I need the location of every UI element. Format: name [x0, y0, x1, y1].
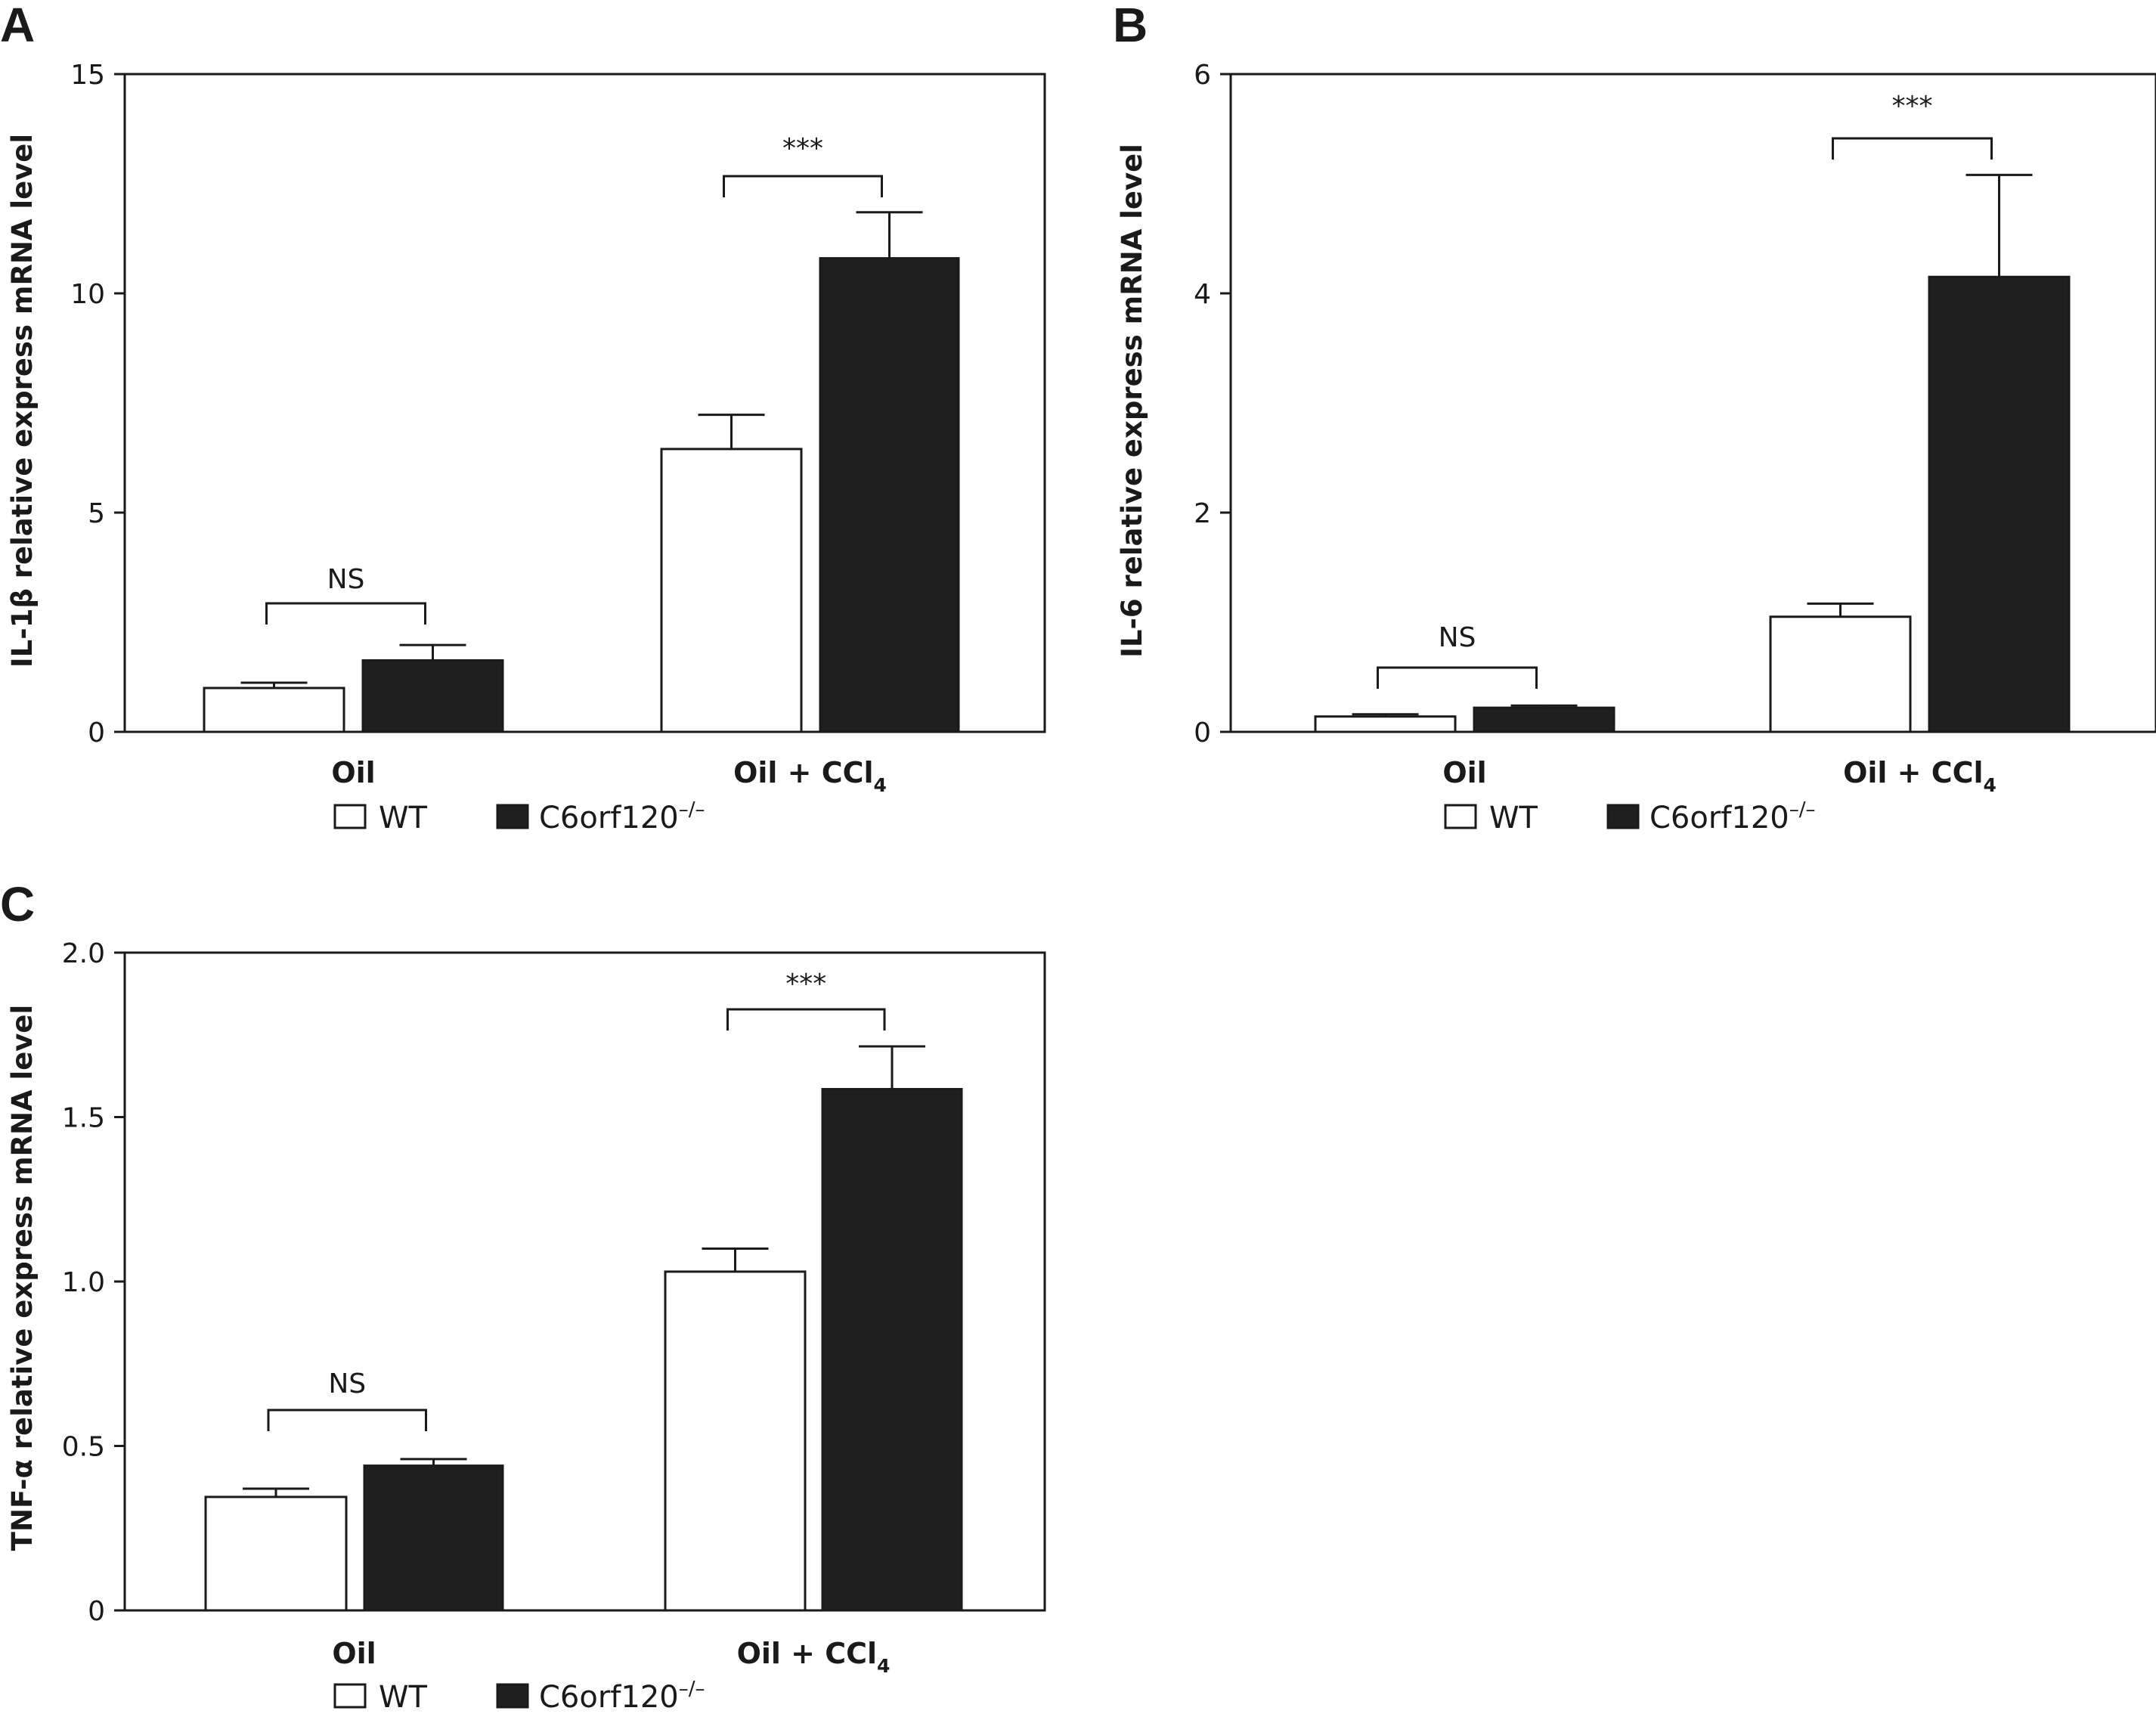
panel-c-bar-ko-oil-ccl4	[821, 1088, 963, 1612]
panel-c-significance-label: ***	[785, 969, 826, 1000]
panel-c-legend-swatch-ko	[496, 1683, 529, 1709]
panel-b-bar-ko-oil	[1473, 706, 1615, 733]
panel-a-bar-ko-oil	[361, 659, 504, 733]
panel-b-significance-bracket	[1832, 137, 1993, 160]
panel-b-category-label: Oil + CCl4	[1843, 756, 1996, 796]
panel-a-bar-ko-oil-ccl4	[819, 257, 960, 733]
panel-c-category-label: Oil + CCl4	[737, 1637, 891, 1677]
panel-b-significance-bracket	[1377, 666, 1538, 689]
panel-a-bar-wt-oil	[203, 686, 345, 733]
panel-a-legend-label-wt: WT	[379, 801, 428, 835]
panel-b-legend-swatch-wt	[1444, 804, 1477, 829]
panel-a-y-tick-label: 5	[88, 498, 105, 529]
panel-b-legend-swatch-ko	[1606, 804, 1640, 829]
panel-b-legend-label-ko: C6orf120–/–	[1650, 798, 1816, 835]
panel-b-significance-label: NS	[1439, 622, 1476, 653]
panel-c-letter: C	[0, 877, 35, 931]
panel-c-legend-swatch-wt	[333, 1683, 367, 1709]
panel-c-bar-wt-oil	[204, 1495, 348, 1612]
panel-a-letter: A	[0, 0, 35, 52]
panel-c-legend-label-ko: C6orf120–/–	[539, 1678, 705, 1715]
panel-a-significance-label: NS	[327, 564, 365, 595]
panel-a-significance-bracket	[723, 175, 883, 197]
panel-c-y-axis-title: TNF-α relative express mRNA level	[6, 1005, 39, 1551]
panel-a-y-tick-label: 0	[88, 717, 105, 748]
panel-b-letter: B	[1113, 0, 1148, 52]
panel-b-y-tick-label: 0	[1194, 717, 1211, 748]
panel-b-y-tick-label: 4	[1194, 279, 1211, 310]
panel-c-bar-ko-oil	[363, 1464, 504, 1612]
panel-b-bar-wt-oil-ccl4	[1769, 615, 1912, 733]
panel-a: A IL-1β relative express mRNA level 0 5 10…	[0, 0, 1046, 835]
panel-b-bar-ko-oil-ccl4	[1928, 275, 2071, 733]
panel-c-y-tick-label: 0.5	[62, 1432, 105, 1463]
panel-c-y-tick-label: 1.0	[62, 1267, 105, 1298]
panel-a-significance-bracket	[265, 602, 426, 625]
panel-c-y-tick-label: 2.0	[62, 938, 105, 969]
panel-b-plot-frame	[1229, 73, 2156, 733]
panel-a-category-label: Oil	[331, 756, 375, 789]
panel-a-legend-label-ko: C6orf120–/–	[539, 798, 705, 835]
panel-b-y-tick-label: 6	[1194, 60, 1211, 91]
panel-a-bar-wt-oil-ccl4	[660, 448, 803, 733]
panel-c-significance-bracket	[267, 1409, 427, 1431]
panel-c-bar-wt-oil-ccl4	[664, 1270, 807, 1612]
panel-b-significance-label: ***	[1892, 91, 1933, 122]
panel-a-legend-swatch-wt	[333, 804, 367, 829]
panel-b-category-label: Oil	[1442, 756, 1486, 789]
panel-c-significance-bracket	[726, 1008, 886, 1031]
panel-a-plot-frame	[123, 73, 1046, 733]
panel-a-category-label: Oil + CCl4	[733, 756, 887, 796]
panel-a-y-tick-label: 15	[70, 60, 105, 91]
panel-c-category-label: Oil	[332, 1637, 376, 1670]
panel-c-y-tick-label: 0	[88, 1596, 105, 1627]
panel-a-y-tick-label: 10	[70, 279, 105, 310]
panel-a-significance-label: ***	[782, 133, 823, 164]
panel-b-legend-label-wt: WT	[1489, 801, 1538, 835]
panel-c-y-tick-label: 1.5	[62, 1103, 105, 1134]
panel-b-bar-wt-oil	[1314, 715, 1457, 733]
panel-c-legend-label-wt: WT	[379, 1680, 428, 1715]
panel-a-y-axis-title: IL-1β relative express mRNA level	[6, 134, 39, 668]
panel-c-significance-label: NS	[328, 1368, 366, 1399]
panel-a-legend-swatch-ko	[496, 804, 529, 829]
panel-b-y-tick-label: 2	[1194, 498, 1211, 529]
panel-b: B IL-6 relative express mRNA level 0 2 4 6 N…	[1113, 0, 2156, 835]
panel-b-y-axis-title: IL-6 relative express mRNA level	[1116, 144, 1148, 658]
panel-c: C TNF-α relative express mRNA level 0 0.5…	[0, 877, 1046, 1715]
